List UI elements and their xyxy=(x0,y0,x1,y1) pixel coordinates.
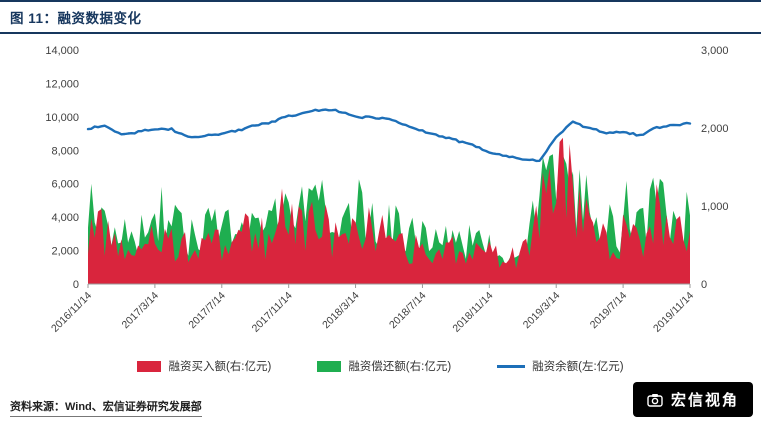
svg-text:12,000: 12,000 xyxy=(45,78,79,90)
report-figure: 图 11：融资数据变化 0 2,000 4,000 6,000 8,000 10,000 1… xyxy=(0,0,761,423)
svg-text:0: 0 xyxy=(701,279,707,291)
chart-legend: 融资买入额(右:亿元) 融资偿还额(右:亿元) 融资余额(左:亿元) xyxy=(0,354,761,378)
x-axis-labels: 2016/11/14 2017/3/14 2017/7/14 2017/11/14 20… xyxy=(49,284,696,335)
legend-item-buy: 融资买入额(右:亿元) xyxy=(137,358,271,374)
svg-text:0: 0 xyxy=(73,279,79,291)
svg-text:1,000: 1,000 xyxy=(701,201,729,213)
legend-label-buy: 融资买入额(右:亿元) xyxy=(168,361,272,373)
svg-text:2019/11/14: 2019/11/14 xyxy=(651,290,696,335)
svg-text:2016/11/14: 2016/11/14 xyxy=(49,290,94,335)
svg-text:3,000: 3,000 xyxy=(701,45,729,57)
svg-text:14,000: 14,000 xyxy=(45,45,79,57)
source-note: 资料来源：Wind、宏信证券研究发展部 xyxy=(10,398,202,417)
y-axis-right-labels: 0 1,000 2,000 3,000 xyxy=(701,45,729,291)
brand-name: 宏信视角 xyxy=(670,392,739,409)
svg-text:2019/7/14: 2019/7/14 xyxy=(588,290,630,332)
svg-text:2019/3/14: 2019/3/14 xyxy=(521,290,563,332)
figure-title-bar: 图 11：融资数据变化 xyxy=(0,0,761,34)
svg-text:10,000: 10,000 xyxy=(45,112,79,124)
area-buy xyxy=(88,137,690,284)
svg-text:2017/11/14: 2017/11/14 xyxy=(250,290,295,335)
svg-text:2018/7/14: 2018/7/14 xyxy=(387,290,429,332)
legend-swatch-repay xyxy=(317,360,342,372)
line-balance xyxy=(86,108,692,163)
svg-text:2,000: 2,000 xyxy=(51,246,79,258)
brand-logo: 宏信视角 xyxy=(632,382,753,417)
svg-text:2018/3/14: 2018/3/14 xyxy=(320,290,362,332)
figure-title: 图 11：融资数据变化 xyxy=(10,11,142,26)
camera-icon xyxy=(647,393,663,407)
footer: 资料来源：Wind、宏信证券研究发展部 宏信视角 xyxy=(0,378,761,423)
svg-text:8,000: 8,000 xyxy=(51,145,79,157)
svg-text:2,000: 2,000 xyxy=(701,123,729,135)
chart: 0 2,000 4,000 6,000 8,000 10,000 12,000 14,000 0… xyxy=(0,34,761,356)
legend-item-balance: 融资余额(左:亿元) xyxy=(497,358,624,374)
chart-svg: 02,0004,0006,0008,00010,00012,00014,0000… xyxy=(45,45,729,335)
legend-item-repay: 融资偿还额(右:亿元) xyxy=(317,358,451,374)
svg-text:2017/7/14: 2017/7/14 xyxy=(186,290,228,332)
svg-text:4,000: 4,000 xyxy=(51,212,79,224)
legend-label-repay: 融资偿还额(右:亿元) xyxy=(348,361,452,373)
svg-text:6,000: 6,000 xyxy=(51,179,79,191)
legend-swatch-buy xyxy=(137,360,162,372)
y-axis-left-labels: 0 2,000 4,000 6,000 8,000 10,000 12,000 14,000 xyxy=(45,45,79,291)
svg-text:2018/11/14: 2018/11/14 xyxy=(450,290,495,335)
legend-swatch-balance xyxy=(497,364,526,368)
svg-text:2017/3/14: 2017/3/14 xyxy=(119,290,161,332)
legend-label-balance: 融资余额(左:亿元) xyxy=(532,361,624,373)
